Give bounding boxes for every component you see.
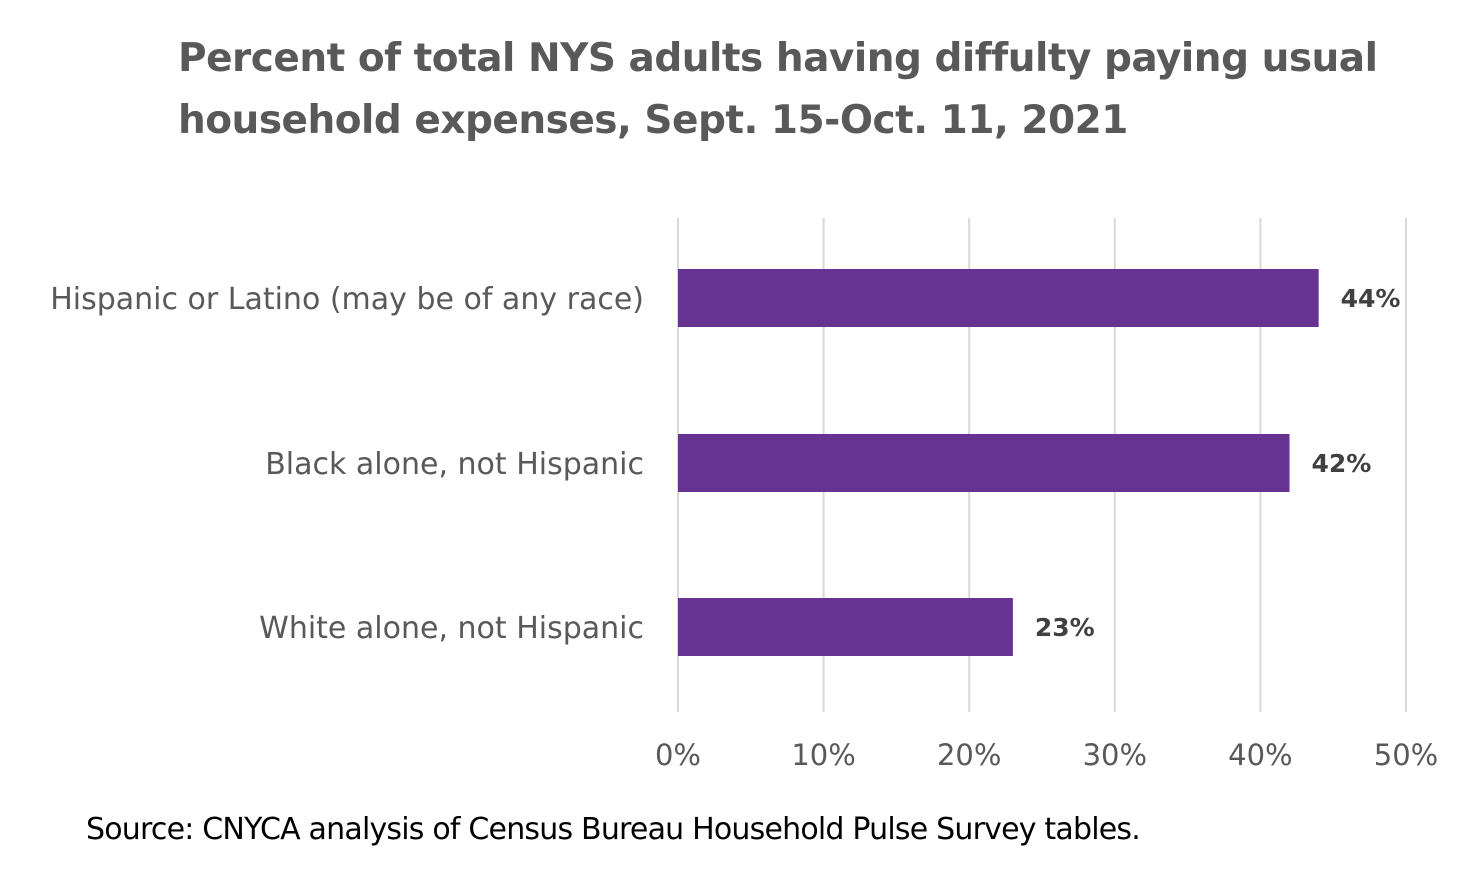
bars <box>678 269 1319 656</box>
chart-title: Percent of total NYS adults having diffu… <box>178 36 1378 143</box>
source-note: Source: CNYCA analysis of Census Bureau … <box>86 812 1141 847</box>
data-label: 23% <box>1035 613 1095 642</box>
x-tick-label: 40% <box>1228 738 1292 772</box>
data-labels: 44% 42% 23% <box>1035 284 1401 642</box>
x-tick-label: 50% <box>1374 738 1438 772</box>
x-tick-label: 30% <box>1083 738 1147 772</box>
x-tick-label: 20% <box>937 738 1001 772</box>
category-label: Black alone, not Hispanic <box>265 447 644 482</box>
x-axis-ticks: 0% 10% 20% 30% 40% 50% <box>655 738 1438 772</box>
x-tick-label: 0% <box>655 738 701 772</box>
category-label: Hispanic or Latino (may be of any race) <box>50 282 644 317</box>
data-label: 44% <box>1341 284 1401 313</box>
bar <box>678 269 1319 327</box>
bar <box>678 434 1290 492</box>
x-tick-label: 10% <box>791 738 855 772</box>
bar <box>678 598 1013 656</box>
category-label: White alone, not Hispanic <box>259 611 644 646</box>
category-labels: Hispanic or Latino (may be of any race) B… <box>50 282 644 646</box>
data-label: 42% <box>1312 449 1372 478</box>
